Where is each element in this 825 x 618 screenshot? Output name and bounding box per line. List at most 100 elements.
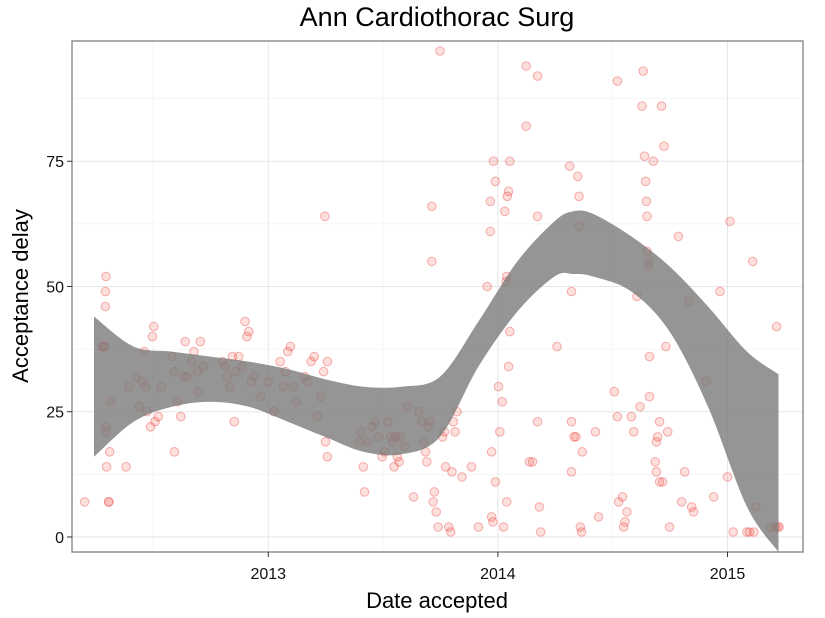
data-point — [590, 427, 601, 437]
x-tick-label: 2015 — [710, 566, 746, 583]
data-point — [322, 356, 333, 367]
data-point — [742, 527, 752, 537]
y-axis-title: Acceptance delay — [8, 209, 33, 383]
data-point — [104, 447, 115, 457]
data-point — [749, 527, 759, 537]
data-point — [503, 361, 514, 372]
y-tick-label: 25 — [46, 405, 64, 422]
data-point — [728, 527, 739, 537]
data-point — [486, 512, 497, 522]
data-point — [650, 457, 661, 467]
data-point — [641, 196, 652, 207]
data-point — [620, 517, 630, 527]
data-point — [505, 156, 515, 166]
data-point — [150, 416, 160, 427]
data-point — [708, 492, 719, 502]
data-point — [444, 522, 454, 532]
data-point — [715, 286, 725, 297]
data-point — [744, 527, 755, 537]
data-point — [618, 522, 629, 532]
data-point — [638, 66, 649, 76]
data-point — [103, 497, 114, 507]
data-point — [635, 401, 645, 412]
data-point — [574, 191, 584, 202]
data-point — [725, 216, 735, 227]
data-point — [569, 432, 579, 442]
data-point — [500, 206, 510, 217]
data-point — [445, 527, 456, 537]
data-point — [490, 176, 501, 187]
data-point — [285, 341, 296, 352]
data-point — [662, 427, 673, 437]
data-point — [571, 432, 581, 442]
data-point — [100, 301, 111, 312]
data-point — [651, 467, 662, 477]
data-point — [408, 492, 419, 502]
data-point — [498, 522, 509, 532]
data-point — [722, 472, 733, 482]
data-point — [524, 457, 535, 467]
x-tick-label: 2014 — [480, 566, 516, 583]
data-point — [617, 492, 628, 502]
data-point — [564, 161, 575, 171]
data-point — [244, 326, 254, 337]
data-point — [644, 351, 655, 362]
data-point — [309, 351, 320, 362]
data-point — [648, 156, 659, 166]
data-point — [275, 356, 286, 367]
data-point — [486, 447, 497, 457]
data-point — [169, 447, 180, 457]
data-point — [532, 211, 543, 222]
data-point — [659, 141, 669, 151]
data-point — [427, 256, 437, 267]
data-point — [495, 427, 505, 437]
data-point — [688, 507, 699, 517]
y-axis: 0 25 50 75 — [46, 154, 72, 547]
data-point — [652, 432, 663, 442]
x-axis: 2013 2014 2015 — [250, 552, 745, 583]
chart-title: Ann Cardiothorac Surg — [300, 2, 575, 32]
data-point — [575, 522, 586, 532]
data-point — [644, 391, 655, 402]
data-point — [242, 331, 252, 342]
data-point — [389, 462, 399, 472]
data-point — [490, 477, 501, 487]
data-point — [552, 341, 562, 352]
data-point — [503, 186, 514, 197]
confidence-band — [94, 210, 779, 552]
data-point — [176, 411, 186, 422]
data-point — [577, 447, 588, 457]
data-point — [482, 281, 493, 292]
data-point — [637, 101, 647, 111]
data-point — [394, 457, 404, 467]
data-point — [661, 341, 671, 352]
data-point — [613, 497, 624, 507]
data-point — [629, 427, 639, 437]
data-point — [149, 321, 159, 332]
x-tick-label: 2013 — [250, 566, 286, 583]
data-point — [359, 487, 370, 497]
data-point — [532, 416, 543, 427]
data-point — [521, 121, 532, 131]
data-point — [501, 497, 512, 507]
data-point — [195, 336, 206, 347]
data-point — [121, 462, 131, 472]
data-point — [527, 457, 538, 467]
data-point — [435, 46, 445, 56]
data-point — [422, 457, 432, 467]
data-point — [429, 487, 440, 497]
data-point — [229, 416, 240, 427]
data-point — [612, 76, 623, 86]
data-point — [320, 437, 331, 447]
data-point — [485, 196, 496, 207]
data-point — [654, 416, 665, 427]
data-point — [79, 497, 90, 507]
data-point — [427, 201, 437, 212]
data-point — [612, 411, 623, 422]
data-point — [656, 101, 667, 111]
data-point — [534, 502, 545, 512]
data-point — [771, 321, 782, 332]
data-point — [306, 356, 316, 367]
data-point — [651, 437, 662, 447]
